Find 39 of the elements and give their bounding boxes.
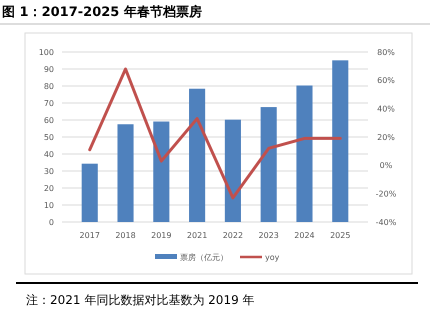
legend-label: 票房（亿元） bbox=[180, 252, 228, 262]
x-tick-label: 2017 bbox=[80, 231, 100, 240]
y2-tick-label: 0% bbox=[380, 161, 393, 170]
bar bbox=[260, 107, 277, 222]
text: 注：2021 年同比数据对比基数为 2019 年 bbox=[26, 293, 255, 307]
x-tick-label: 2024 bbox=[294, 231, 315, 240]
bar bbox=[189, 88, 206, 222]
y2-tick-label: -20% bbox=[376, 189, 397, 198]
legend-label: yoy bbox=[265, 252, 280, 262]
y-tick-label: 80 bbox=[44, 82, 54, 91]
y-tick-label: 60 bbox=[44, 116, 54, 125]
bar bbox=[224, 120, 241, 222]
x-tick-label: 2018 bbox=[115, 231, 136, 240]
y-tick-label: 40 bbox=[44, 150, 54, 159]
line-series bbox=[88, 68, 342, 200]
bar bbox=[117, 124, 134, 222]
x-tick-label: 2025 bbox=[330, 231, 350, 240]
y-tick-label: 100 bbox=[38, 48, 54, 57]
bar bbox=[153, 122, 170, 222]
x-tick-label: 2022 bbox=[222, 231, 244, 240]
y2-tick-label: 40% bbox=[377, 104, 396, 114]
y2-tick-label: 60% bbox=[377, 76, 396, 86]
bar bbox=[82, 164, 98, 222]
chart-title: 图 1：2017-2025 年春节档票房 bbox=[2, 4, 202, 20]
y-tick-label: 10 bbox=[44, 200, 54, 210]
y-tick-label: 90 bbox=[44, 64, 54, 74]
x-tick-label: 2023 bbox=[258, 231, 279, 240]
y-tick-label: 20 bbox=[44, 184, 54, 193]
y-tick-label: 30 bbox=[44, 166, 54, 176]
y2-tick-label: 20% bbox=[377, 132, 396, 142]
y-tick-label: 50 bbox=[44, 132, 54, 142]
bar bbox=[332, 60, 348, 222]
bar bbox=[296, 85, 313, 222]
y-tick-label: 70 bbox=[44, 98, 54, 108]
x-tick-label: 2021 bbox=[186, 231, 208, 240]
y2-tick-label: -40% bbox=[376, 218, 397, 227]
y2-tick-label: 80% bbox=[377, 48, 396, 57]
x-tick-label: 2019 bbox=[151, 231, 172, 240]
y-tick-label: 0 bbox=[48, 218, 54, 227]
